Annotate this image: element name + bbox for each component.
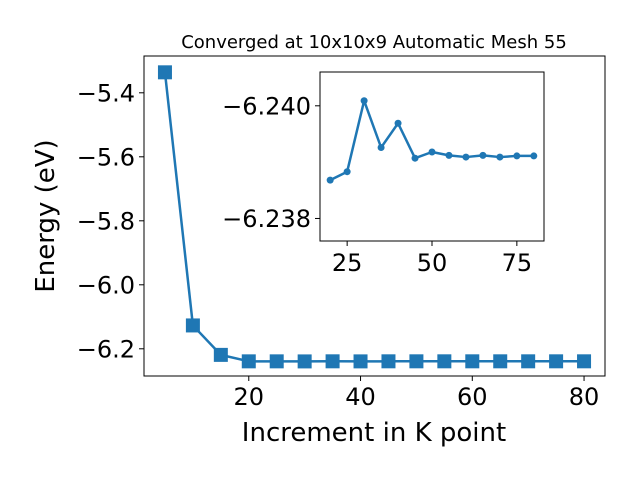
main-x-tick-label: 60 — [457, 383, 488, 411]
main-data-point — [521, 354, 536, 369]
inset-data-point — [394, 119, 402, 127]
main-data-point — [465, 354, 480, 369]
main-data-point — [493, 354, 508, 369]
inset-data-point — [513, 152, 521, 160]
main-y-tick-label: −6.0 — [77, 271, 135, 299]
main-data-point — [157, 65, 172, 80]
inset-data-point — [343, 168, 351, 176]
main-x-ticks: 20 40 60 80 — [233, 376, 599, 411]
inset-x-tick-label: 75 — [502, 249, 533, 277]
main-data-point — [325, 354, 340, 369]
main-x-tick-label: 20 — [233, 383, 264, 411]
main-line-segment — [163, 71, 195, 327]
inset-x-ticks: 25 50 75 — [332, 241, 532, 277]
inset-line-segment — [379, 122, 400, 149]
main-data-point — [241, 354, 256, 369]
main-data-point — [297, 354, 312, 369]
inset-y-tick-label: −6.238 — [222, 205, 311, 233]
inset-data-point — [445, 151, 453, 159]
inset-data-point — [462, 153, 470, 161]
inset-data-point — [428, 148, 436, 156]
inset-x-tick-label: 25 — [332, 249, 363, 277]
chart-title: Converged at 10x10x9 Automatic Mesh 55 — [181, 32, 567, 53]
x-axis-label: Increment in K point — [242, 418, 506, 448]
inset-y-tick-label: −6.240 — [222, 92, 311, 120]
inset-data-point — [479, 151, 487, 159]
inset-line-segment — [362, 99, 383, 149]
main-data-point — [213, 347, 228, 362]
main-series-points — [157, 65, 592, 369]
inset-data-point — [530, 152, 538, 160]
y-axis-label: Energy (eV) — [31, 139, 61, 292]
inset-data-point — [411, 154, 419, 162]
inset-data-point — [496, 153, 504, 161]
main-data-point — [269, 354, 284, 369]
main-x-tick-label: 80 — [569, 383, 600, 411]
inset-y-ticks: −6.240 −6.238 — [222, 92, 320, 233]
inset-x-tick-label: 50 — [417, 249, 448, 277]
main-data-point — [409, 354, 424, 369]
inset-line-segment — [396, 122, 417, 160]
main-y-ticks: −6.2 −6.0 −5.8 −5.6 −5.4 — [77, 79, 144, 363]
main-data-point — [549, 354, 564, 369]
inset-axes: 25 50 75 −6.240 −6.238 — [222, 71, 545, 277]
inset-data-point — [377, 143, 385, 151]
main-plot-frame — [143, 55, 606, 377]
main-data-point — [437, 354, 452, 369]
main-data-point — [381, 354, 396, 369]
main-y-tick-label: −5.4 — [77, 79, 135, 107]
main-axes: Converged at 10x10x9 Automatic Mesh 55 2… — [31, 32, 606, 448]
inset-data-point — [360, 97, 368, 105]
main-data-point — [185, 318, 200, 333]
main-data-point — [353, 354, 368, 369]
inset-series-points — [326, 97, 538, 184]
main-y-tick-label: −5.8 — [77, 207, 135, 235]
inset-line-segment — [345, 99, 366, 173]
main-x-tick-label: 40 — [345, 383, 376, 411]
main-y-tick-label: −6.2 — [77, 335, 135, 363]
main-data-point — [577, 354, 592, 369]
inset-data-point — [326, 176, 334, 184]
main-y-tick-label: −5.6 — [77, 143, 135, 171]
